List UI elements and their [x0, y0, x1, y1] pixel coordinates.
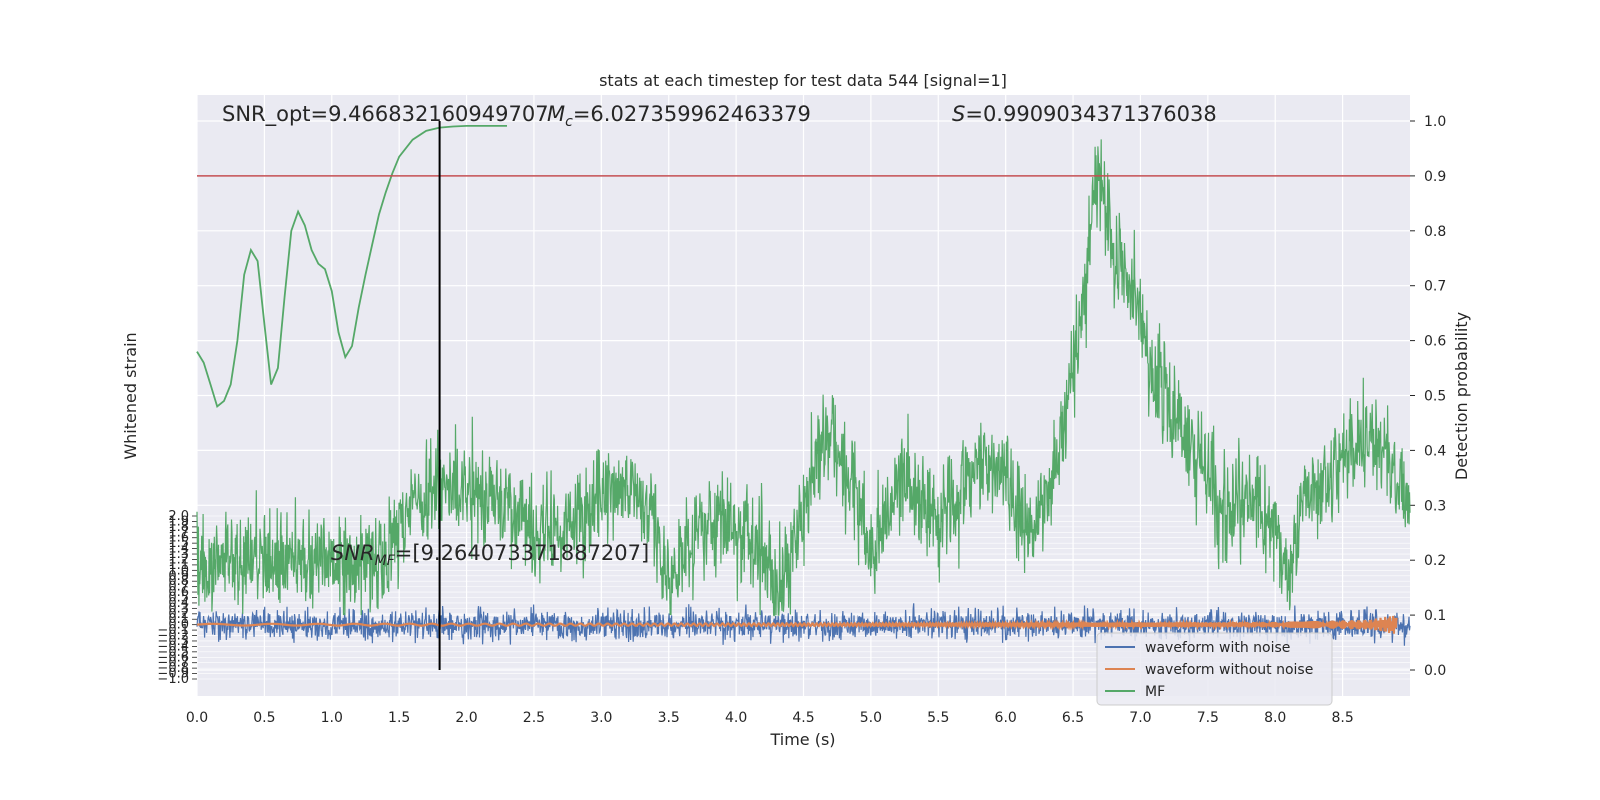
series-waveform-without-noise — [196, 615, 1398, 634]
left-tick-label: 1.8 — [168, 520, 189, 535]
right-tick-label: 0.4 — [1424, 443, 1446, 459]
right-tick-label: 0.8 — [1424, 224, 1446, 240]
series-waveform-with-noise — [196, 603, 1411, 646]
right-tick-label: 0.5 — [1424, 389, 1446, 405]
x-tick-label: 7.5 — [1197, 710, 1219, 726]
left-tick-label: 1.1 — [168, 558, 189, 573]
x-tick-label: 4.5 — [792, 710, 814, 726]
left-tick-label: −0.2 — [157, 629, 189, 644]
x-tick-label: 4.0 — [725, 710, 747, 726]
left-tick-label: 0.8 — [168, 574, 189, 589]
right-tick-label: 1.0 — [1424, 114, 1446, 130]
x-tick-label: 5.0 — [860, 710, 882, 726]
left-tick-label: 0.5 — [168, 591, 189, 606]
right-tick-label: 0.1 — [1424, 608, 1446, 624]
right-tick-label: 0.3 — [1424, 498, 1446, 514]
left-tick-label: 1.5 — [168, 536, 189, 551]
x-tick-label: 8.5 — [1331, 710, 1353, 726]
snr-opt-annotation: SNR_opt=9.466832160949707 — [222, 102, 549, 127]
left-tick-label: 0.3 — [168, 601, 189, 616]
right-tick-label: 0.2 — [1424, 553, 1446, 569]
left-tick-label: 1.7 — [168, 525, 189, 540]
snr-mf-annotation: SNRMF=[9.264073371887207] — [331, 541, 649, 569]
x-tick-label: 2.5 — [523, 710, 545, 726]
x-tick-label: 3.5 — [658, 710, 680, 726]
left-tick-label: −1.0 — [157, 672, 189, 687]
left-tick-label: 0.0 — [168, 618, 189, 633]
left-tick-label: −0.3 — [157, 634, 189, 649]
legend: waveform with noise waveform without noi… — [1096, 632, 1333, 706]
legend-label-noise: waveform with noise — [1145, 640, 1290, 656]
right-tick-label: 0.7 — [1424, 279, 1446, 295]
left-tick-label: 0.2 — [168, 607, 189, 622]
left-tick-label: 1.4 — [168, 542, 189, 557]
right-axis-ticks: 0.0 0.1 0.2 0.3 0.4 0.5 0.6 0.7 0.8 0.9 1.0 — [1410, 114, 1446, 679]
left-tick-label: −0.6 — [157, 650, 189, 665]
x-tick-label: 1.5 — [388, 710, 410, 726]
left-axis-ticks: 2.01.91.81.71.61.51.41.31.21.11.00.90.80… — [157, 509, 197, 687]
series-mf-smooth — [196, 125, 507, 409]
left-tick-label: 0.9 — [168, 569, 189, 584]
x-tick-label: 8.0 — [1264, 710, 1286, 726]
x-tick-label: 3.0 — [590, 710, 612, 726]
left-tick-label: 1.2 — [168, 552, 189, 567]
left-tick-label: 1.9 — [168, 514, 189, 529]
left-tick-label: 0.1 — [168, 612, 189, 627]
right-axis-label: Detection probability — [1452, 312, 1471, 480]
left-tick-label: −0.4 — [157, 639, 189, 654]
left-tick-label: −0.9 — [157, 667, 189, 682]
detection-score-annotation: S=0.9909034371376038 — [952, 102, 1217, 126]
series-layer — [196, 125, 1411, 646]
x-axis-label: Time (s) — [769, 730, 835, 749]
left-tick-label: 0.6 — [168, 585, 189, 600]
x-tick-label: 1.0 — [321, 710, 343, 726]
x-axis-ticks: 0.0 0.5 1.0 1.5 2.0 2.5 3.0 3.5 4.0 4.5 5.0 5.5 6.0 6… — [186, 710, 1354, 726]
x-tick-label: 0.5 — [253, 710, 275, 726]
left-tick-label: 1.0 — [168, 563, 189, 578]
x-tick-label: 7.0 — [1129, 710, 1151, 726]
legend-label-mf: MF — [1145, 684, 1165, 700]
left-tick-label: 1.6 — [168, 531, 189, 546]
right-tick-label: 0.0 — [1424, 663, 1446, 679]
right-tick-label: 0.9 — [1424, 169, 1446, 185]
x-tick-label: 0.0 — [186, 710, 208, 726]
left-tick-label: −0.8 — [157, 661, 189, 676]
x-tick-label: 5.5 — [927, 710, 949, 726]
left-tick-label: 0.7 — [168, 580, 189, 595]
chirp-mass-annotation: Mc=6.027359962463379 — [547, 102, 811, 130]
legend-label-clean: waveform without noise — [1145, 662, 1313, 678]
series-mf-noisy — [196, 139, 1411, 617]
x-tick-label: 6.5 — [1062, 710, 1084, 726]
left-tick-label: 2.0 — [168, 509, 189, 524]
x-tick-label: 6.0 — [995, 710, 1017, 726]
legend-box — [1096, 632, 1333, 706]
left-tick-label: 0.4 — [168, 596, 189, 611]
left-tick-label: −0.5 — [157, 645, 189, 660]
left-tick-label: 1.3 — [168, 547, 189, 562]
left-axis-label: Whitened strain — [121, 332, 140, 459]
left-tick-label: −0.1 — [157, 623, 189, 638]
x-tick-label: 2.0 — [455, 710, 477, 726]
chart-title: stats at each timestep for test data 544… — [599, 71, 1007, 90]
left-tick-label: −0.7 — [157, 656, 189, 671]
right-tick-label: 0.6 — [1424, 334, 1446, 350]
